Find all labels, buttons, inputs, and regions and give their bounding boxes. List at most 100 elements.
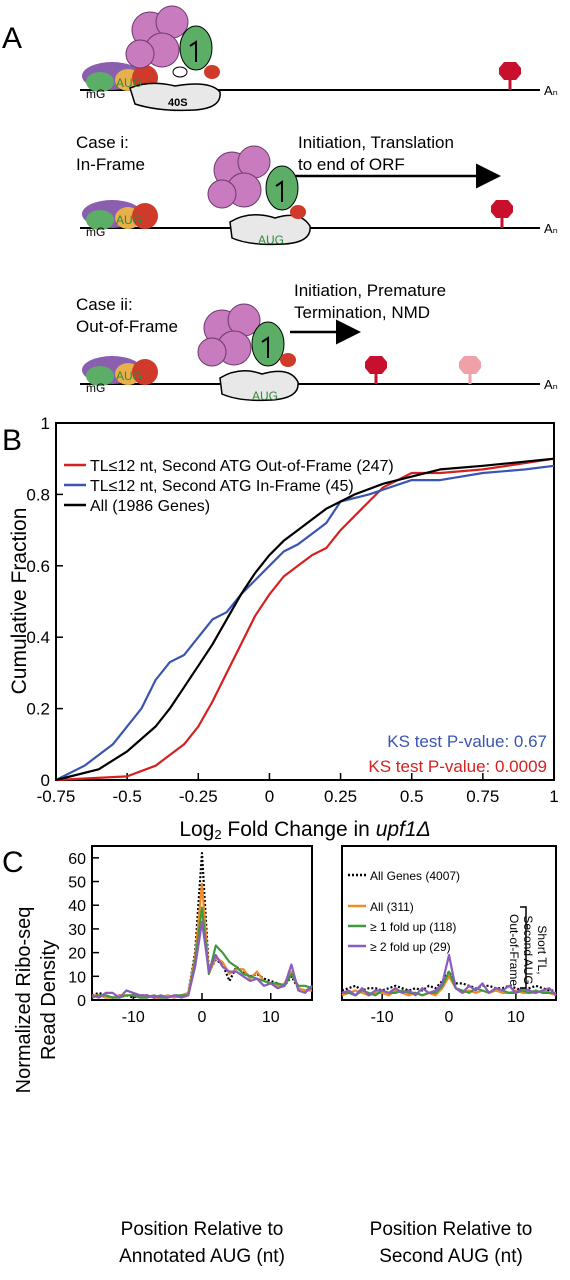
y-tick-label: 0.4	[26, 628, 50, 647]
y-tick-label: 10	[68, 969, 86, 986]
cap-label-3: mG	[86, 381, 105, 395]
x-tick-label: 1	[549, 787, 558, 806]
cap2-red	[132, 203, 158, 229]
panel-b-legend: TL≤12 nt, Second ATG Out-of-Frame (247) T…	[64, 458, 394, 515]
panel-c-right-series	[341, 953, 557, 997]
aug-label-2b: AUG	[258, 233, 284, 247]
series-line	[55, 464, 555, 781]
panel-c-right-xlabel-1: Position Relative to	[370, 1219, 533, 1240]
panel-c-left-xlabel-1: Position Relative to	[121, 1219, 284, 1240]
cap-complex-green	[86, 72, 114, 92]
cap-label-1: mG	[86, 87, 105, 101]
case1-arrow-text-1: Initiation, Translation	[298, 133, 454, 152]
panel-c-letter: C	[2, 846, 24, 879]
legend-label: All Genes (4007)	[370, 869, 460, 883]
legend-label: All (1986 Genes)	[90, 498, 210, 515]
x-tick-label: -0.75	[37, 787, 76, 806]
panel-c-ylabel-2: Read Density	[38, 940, 60, 1060]
x-tick-label: 10	[262, 1009, 280, 1026]
legend-label: All (311)	[370, 900, 414, 914]
panel-b-frame	[55, 422, 555, 781]
eif-white-small	[172, 66, 188, 78]
panel-b-ylabel: Cumulative Fraction	[8, 508, 31, 695]
panel-c-ylabel-1: Normalized Ribo-seq	[13, 907, 35, 1094]
cap3-green	[86, 366, 114, 386]
y-tick-label: 1	[41, 414, 50, 433]
cap2-green	[86, 210, 114, 230]
cap3-red	[132, 359, 158, 385]
case2-title: Case ii:	[76, 295, 133, 314]
x-tick-label: -10	[371, 1009, 394, 1026]
panel-c-left-ticks: -10 0 10 0 10 20 30 40 50 60	[68, 851, 280, 1026]
case1-title: Case i:	[76, 133, 129, 152]
y-tick-label: 50	[68, 875, 86, 892]
side-label-3: Out-of-Frame	[507, 914, 521, 986]
panel-c-left-series	[91, 851, 313, 999]
eif3-lobe-4	[125, 39, 155, 69]
case2-red-small	[280, 353, 296, 367]
eif-red-small	[204, 65, 220, 79]
panel-b: B -0.75 -0.5 -0.25 0 0.25 0.5 0.75 1 0 0.2 0.4 0.6 0…	[2, 414, 559, 842]
trna-icon	[189, 40, 197, 62]
case2-subtitle: Out-of-Frame	[76, 317, 178, 336]
panel-c-left-xlabel-2: Annotated AUG (nt)	[119, 1246, 285, 1267]
x-tick-label: -0.25	[179, 787, 218, 806]
y-tick-label: 20	[68, 946, 86, 963]
subunit-label: 40S	[168, 97, 188, 109]
x-tick-label: 0.75	[466, 787, 499, 806]
panel-b-xlabel: Log2 Fold Change in upf1Δ	[179, 818, 430, 842]
case1-subtitle: In-Frame	[76, 155, 145, 174]
legend-label: ≥ 2 fold up (29)	[370, 940, 451, 954]
side-label-1: Short TL,	[535, 925, 549, 974]
aug-label-2a: AUG	[116, 213, 142, 227]
xlabel-mid: Fold Change in	[222, 818, 376, 841]
polya-label-1: Aₙ	[544, 83, 558, 98]
panel-c: C -10 0 10 0 10 20 30 40 50 60 -10 0 10 All Genes (…	[2, 845, 557, 1267]
ks-test-red: KS test P-value: 0.0009	[368, 757, 547, 776]
stop-sign-1	[499, 62, 521, 80]
panel-b-series	[55, 457, 555, 782]
aug-label-1: AUG	[116, 76, 142, 90]
panel-c-legend: All Genes (4007) All (311) ≥ 1 fold up (11…	[348, 869, 460, 954]
row1-schematic: mG AUG 40S Aₙ	[80, 5, 558, 112]
panel-c-right-ticks: -10 0 10	[371, 993, 525, 1026]
cap-label-2: mG	[86, 225, 105, 239]
panel-c-right-xlabel-2: Second AUG (nt)	[379, 1246, 523, 1267]
y-tick-label: 0.8	[26, 485, 50, 504]
case2-arrow-text-2: Termination, NMD	[294, 303, 430, 322]
legend-label: TL≤12 nt, Second ATG In-Frame (45)	[90, 478, 354, 495]
ribosome-case2	[219, 370, 299, 402]
series-line	[92, 882, 312, 999]
stop-sign-faded	[459, 356, 481, 374]
x-tick-label: 10	[507, 1009, 525, 1026]
series-line	[341, 953, 557, 997]
y-tick-label: 0.6	[26, 557, 50, 576]
x-tick-label: 0.25	[324, 787, 357, 806]
series-line	[55, 457, 555, 782]
case1-trna-icon	[275, 180, 283, 202]
stop-sign-premature	[365, 356, 387, 374]
case2-eif3-4	[197, 337, 227, 367]
xlabel-gene: upf1Δ	[376, 818, 431, 841]
x-tick-label: 0	[265, 787, 274, 806]
xlabel-sub: 2	[214, 827, 221, 842]
series-line	[342, 970, 556, 997]
row2-schematic: Case i: In-Frame Initiation, Translation…	[76, 133, 558, 247]
y-tick-label: 60	[68, 851, 86, 868]
legend-label: ≥ 1 fold up (118)	[370, 920, 456, 934]
aug-label-3b: AUG	[252, 389, 278, 403]
panel-b-letter: B	[2, 424, 22, 457]
aug-label-3a: AUG	[116, 369, 142, 383]
stop-sign-2	[491, 200, 513, 218]
polya-label-2: Aₙ	[544, 221, 558, 236]
x-tick-label: -10	[122, 1009, 145, 1026]
row3-schematic: Case ii: Out-of-Frame Initiation, Premat…	[76, 281, 558, 403]
y-tick-label: 0	[77, 993, 86, 1010]
y-tick-label: 0.2	[26, 700, 50, 719]
x-tick-label: 0	[198, 1009, 207, 1026]
legend-bracket	[520, 906, 527, 989]
case1-red-small	[290, 205, 306, 219]
side-label-2: Second AUG	[521, 915, 535, 984]
ribosome-40s	[129, 82, 221, 112]
